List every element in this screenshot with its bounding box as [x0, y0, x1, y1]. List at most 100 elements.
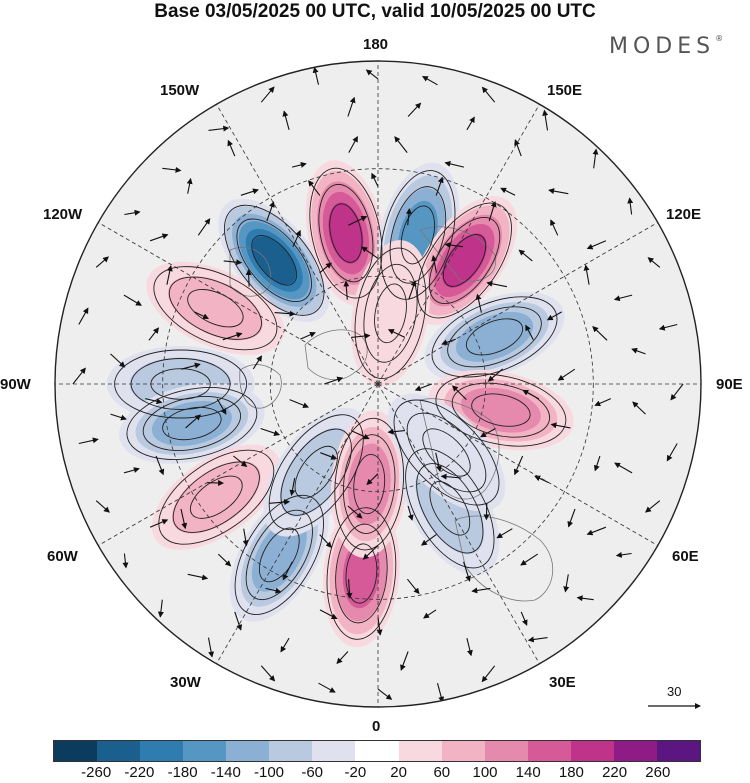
colorbar-swatch: [355, 741, 399, 761]
meridian: [377, 383, 658, 546]
wind-arrow: [557, 368, 576, 381]
wind-scale-label: 30: [667, 684, 682, 699]
wind-arrow: [222, 332, 243, 341]
wind-arrow: [500, 187, 516, 196]
anomaly-band: [252, 236, 296, 285]
contour-set: [309, 167, 383, 299]
contour-set: [158, 449, 275, 545]
wind-arrow: [366, 473, 379, 486]
anomaly-band: [151, 401, 232, 446]
height-contour: [329, 203, 363, 263]
wind-arrow: [186, 177, 193, 194]
wind-arrow: [496, 528, 513, 539]
wind-arrow: [324, 376, 344, 385]
wind-arrow: [444, 160, 465, 168]
wind-arrow: [234, 611, 243, 631]
wind-arrow: [645, 500, 661, 513]
wind-arrow: [122, 553, 129, 569]
colorbar-tick-label: -220: [124, 764, 155, 781]
colorbar-swatch: [527, 741, 571, 761]
height-contour: [422, 428, 471, 477]
wind-arrow: [518, 249, 533, 262]
anomaly-band: [328, 202, 364, 264]
wind-arrow: [265, 587, 282, 594]
wind-arrow: [166, 265, 173, 285]
height-contour: [442, 234, 487, 287]
height-contour: [189, 475, 243, 519]
colorbar-swatch: [484, 741, 528, 761]
wind-arrow: [487, 368, 504, 382]
wind-arrow: [420, 534, 437, 546]
wind-arrow: [207, 637, 215, 658]
wind-arrow: [362, 545, 379, 560]
wind-arrow: [387, 428, 405, 435]
wind-arrow: [440, 473, 462, 480]
colorbar-swatch: [398, 741, 442, 761]
wind-arrow: [343, 280, 350, 300]
wind-arrow: [400, 651, 409, 671]
wind-arrow: [647, 257, 661, 268]
wind-arrow: [280, 637, 290, 653]
wind-arrow: [471, 587, 491, 594]
height-contour: [223, 204, 325, 316]
height-contour: [363, 263, 418, 363]
height-contour: [168, 276, 262, 340]
lon-label-30w: 30W: [170, 674, 201, 691]
colorbar-swatch: [269, 741, 313, 761]
wind-arrow: [670, 383, 684, 401]
wind-arrow: [441, 338, 456, 346]
wind-arrow: [194, 311, 210, 319]
wind-arrow: [348, 216, 368, 226]
height-contour: [451, 382, 551, 438]
height-contour: [334, 417, 405, 551]
contour-set: [326, 507, 397, 640]
wind-arrow: [242, 528, 249, 547]
height-contour: [406, 412, 487, 493]
wind-arrow: [514, 139, 522, 157]
wind-arrow: [666, 443, 678, 462]
wind-arrow: [463, 561, 471, 582]
anomaly-band: [455, 311, 534, 362]
height-contour: [353, 454, 386, 515]
contour-set: [126, 387, 258, 460]
wind-arrow: [347, 505, 363, 519]
wind-arrow: [260, 665, 276, 682]
contour-set: [435, 373, 567, 447]
lon-label-60e: 60E: [672, 548, 699, 565]
wind-arrow: [149, 519, 169, 528]
wind-arrow: [308, 180, 321, 196]
wind-arrow: [348, 136, 358, 153]
wind-arrow: [576, 595, 594, 602]
lon-label-0: 0: [372, 718, 381, 735]
meridian: [216, 383, 379, 664]
height-contour: [431, 296, 558, 378]
wind-arrow: [208, 125, 230, 132]
registered-mark: ®: [715, 34, 724, 43]
wind-arrow: [320, 452, 338, 460]
wind-arrow: [546, 311, 562, 321]
wind-arrow: [162, 166, 182, 173]
wind-arrow: [319, 609, 338, 620]
height-contour: [309, 167, 383, 299]
wind-arrow: [527, 636, 548, 643]
colorbar-swatch: [183, 741, 227, 761]
wind-arrow: [361, 246, 379, 259]
wind-arrow: [350, 430, 370, 440]
wind-arrow: [371, 172, 379, 187]
height-contour: [465, 318, 524, 356]
wind-arrow: [632, 401, 646, 415]
colorbar-tick-label: -260: [81, 764, 112, 781]
height-contour: [417, 202, 512, 319]
anomaly-band: [387, 393, 506, 512]
wind-arrow: [522, 389, 540, 400]
wind-arrow: [593, 455, 601, 472]
wind-arrow: [658, 323, 678, 331]
wind-arrow: [346, 579, 353, 599]
wind-arrow: [78, 307, 89, 325]
height-contour: [114, 349, 248, 419]
colorbar-tick-label: 220: [602, 764, 628, 781]
colorbar-tick-label: 260: [645, 764, 671, 781]
wind-arrow: [72, 367, 86, 385]
wind-arrow: [567, 508, 576, 528]
height-contour: [172, 461, 260, 533]
